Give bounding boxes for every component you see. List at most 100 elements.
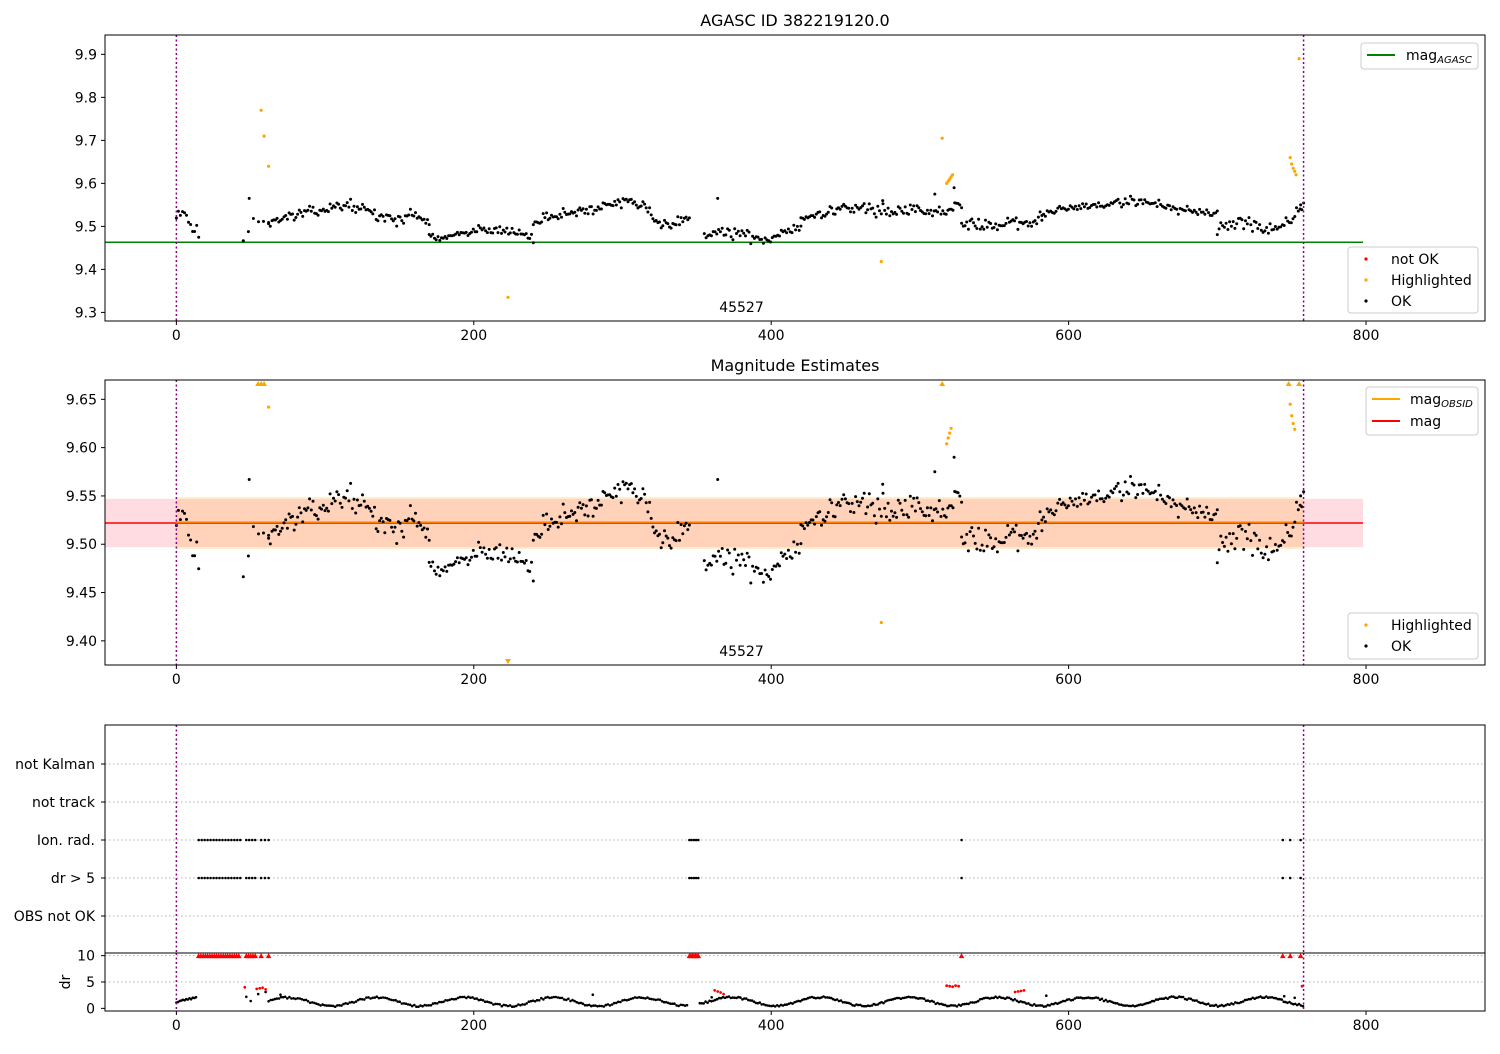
ok-point <box>296 212 300 216</box>
ok-point <box>960 500 964 504</box>
ok-point <box>556 525 560 529</box>
flag-point <box>221 838 224 842</box>
ok-point <box>500 558 503 562</box>
dr-point <box>1015 999 1019 1003</box>
ok-point <box>806 523 810 527</box>
dr-point <box>797 999 800 1003</box>
panel3-frame <box>104 724 1486 954</box>
ok-point <box>1272 549 1276 553</box>
ok-point <box>1279 225 1283 229</box>
ok-point <box>966 227 970 231</box>
dr-point <box>249 999 252 1003</box>
ok-point <box>257 220 260 224</box>
ok-point <box>654 529 658 533</box>
dr-point <box>512 1005 516 1008</box>
ok-point <box>611 496 615 500</box>
ok-point <box>344 496 347 500</box>
dr-point <box>909 996 912 999</box>
dr-point <box>325 1004 329 1007</box>
ok-point <box>1235 222 1239 226</box>
ok-point <box>1180 504 1184 508</box>
dr-red-point <box>957 984 960 988</box>
ok-point <box>470 555 473 559</box>
ok-point <box>494 226 498 230</box>
ok-point <box>531 241 535 245</box>
ok-point <box>251 525 255 529</box>
dr-point <box>920 997 924 1000</box>
ok-point <box>427 538 431 542</box>
dr-point <box>710 1000 713 1003</box>
ok-point <box>287 512 291 516</box>
ok-point <box>1025 531 1028 535</box>
dr-point <box>1247 997 1251 1001</box>
ok-point <box>491 557 495 561</box>
ok-point <box>1226 549 1230 553</box>
ok-point <box>944 515 948 519</box>
ok-point <box>1205 505 1209 509</box>
ok-point <box>189 223 193 226</box>
dr-point <box>762 1003 765 1006</box>
ok-point <box>470 230 473 234</box>
dr-point <box>458 995 462 999</box>
ok-point <box>1233 547 1237 551</box>
ok-point <box>1038 510 1042 514</box>
dr-point <box>479 998 483 1001</box>
ok-point <box>629 482 633 486</box>
panel1-xtick-label: 200 <box>460 328 487 344</box>
dr-point <box>304 998 308 1002</box>
dr-point <box>344 1002 347 1005</box>
ok-point <box>1026 224 1030 228</box>
ok-point <box>661 224 665 228</box>
ok-point <box>349 197 353 201</box>
dr-point <box>1104 998 1108 1002</box>
ok-point <box>715 232 719 236</box>
ok-point <box>455 230 459 234</box>
ok-point <box>931 519 934 523</box>
ok-point <box>471 548 475 552</box>
ok-point <box>517 228 521 232</box>
ok-point <box>907 515 911 519</box>
ok-point <box>881 202 885 206</box>
ok-point <box>751 564 755 568</box>
flag-point <box>233 838 236 842</box>
ok-point <box>1132 198 1136 202</box>
dr-point <box>710 996 713 999</box>
panel2-ytick-label: 9.55 <box>66 489 97 505</box>
ok-point <box>498 225 502 229</box>
ok-point <box>1275 548 1279 552</box>
ok-point <box>1095 499 1099 503</box>
ok-point <box>835 503 839 507</box>
ok-point <box>783 229 787 233</box>
ok-point <box>393 525 397 529</box>
ok-point <box>292 528 296 532</box>
ok-point <box>1063 503 1067 507</box>
dr-point <box>542 998 545 1001</box>
dr-clipped-marker <box>695 953 702 959</box>
ok-point <box>485 556 489 560</box>
ok-point <box>512 556 516 560</box>
ok-point <box>390 217 394 221</box>
dr-point <box>1042 1005 1046 1008</box>
flag-point <box>227 838 230 842</box>
ok-point <box>735 558 738 562</box>
panel1-ytick-label: 9.6 <box>75 176 97 192</box>
ok-point <box>900 209 904 213</box>
ok-point <box>794 228 798 232</box>
dr-point <box>876 1003 879 1006</box>
flag-point <box>206 838 209 842</box>
ok-point <box>886 501 890 505</box>
ok-point <box>1047 510 1051 514</box>
dr-red-point <box>948 984 952 988</box>
flag-point <box>203 838 206 842</box>
dr-point <box>654 998 658 1002</box>
ok-point <box>1263 229 1267 233</box>
dr-point <box>1089 996 1092 1000</box>
ok-point <box>1189 508 1193 512</box>
flag-point <box>239 876 242 880</box>
highlighted-point <box>1293 169 1297 173</box>
ok-point <box>531 579 535 583</box>
dr-point <box>548 996 551 1000</box>
ok-point <box>840 204 844 208</box>
flag-point <box>230 876 233 880</box>
ok-point <box>797 551 801 555</box>
